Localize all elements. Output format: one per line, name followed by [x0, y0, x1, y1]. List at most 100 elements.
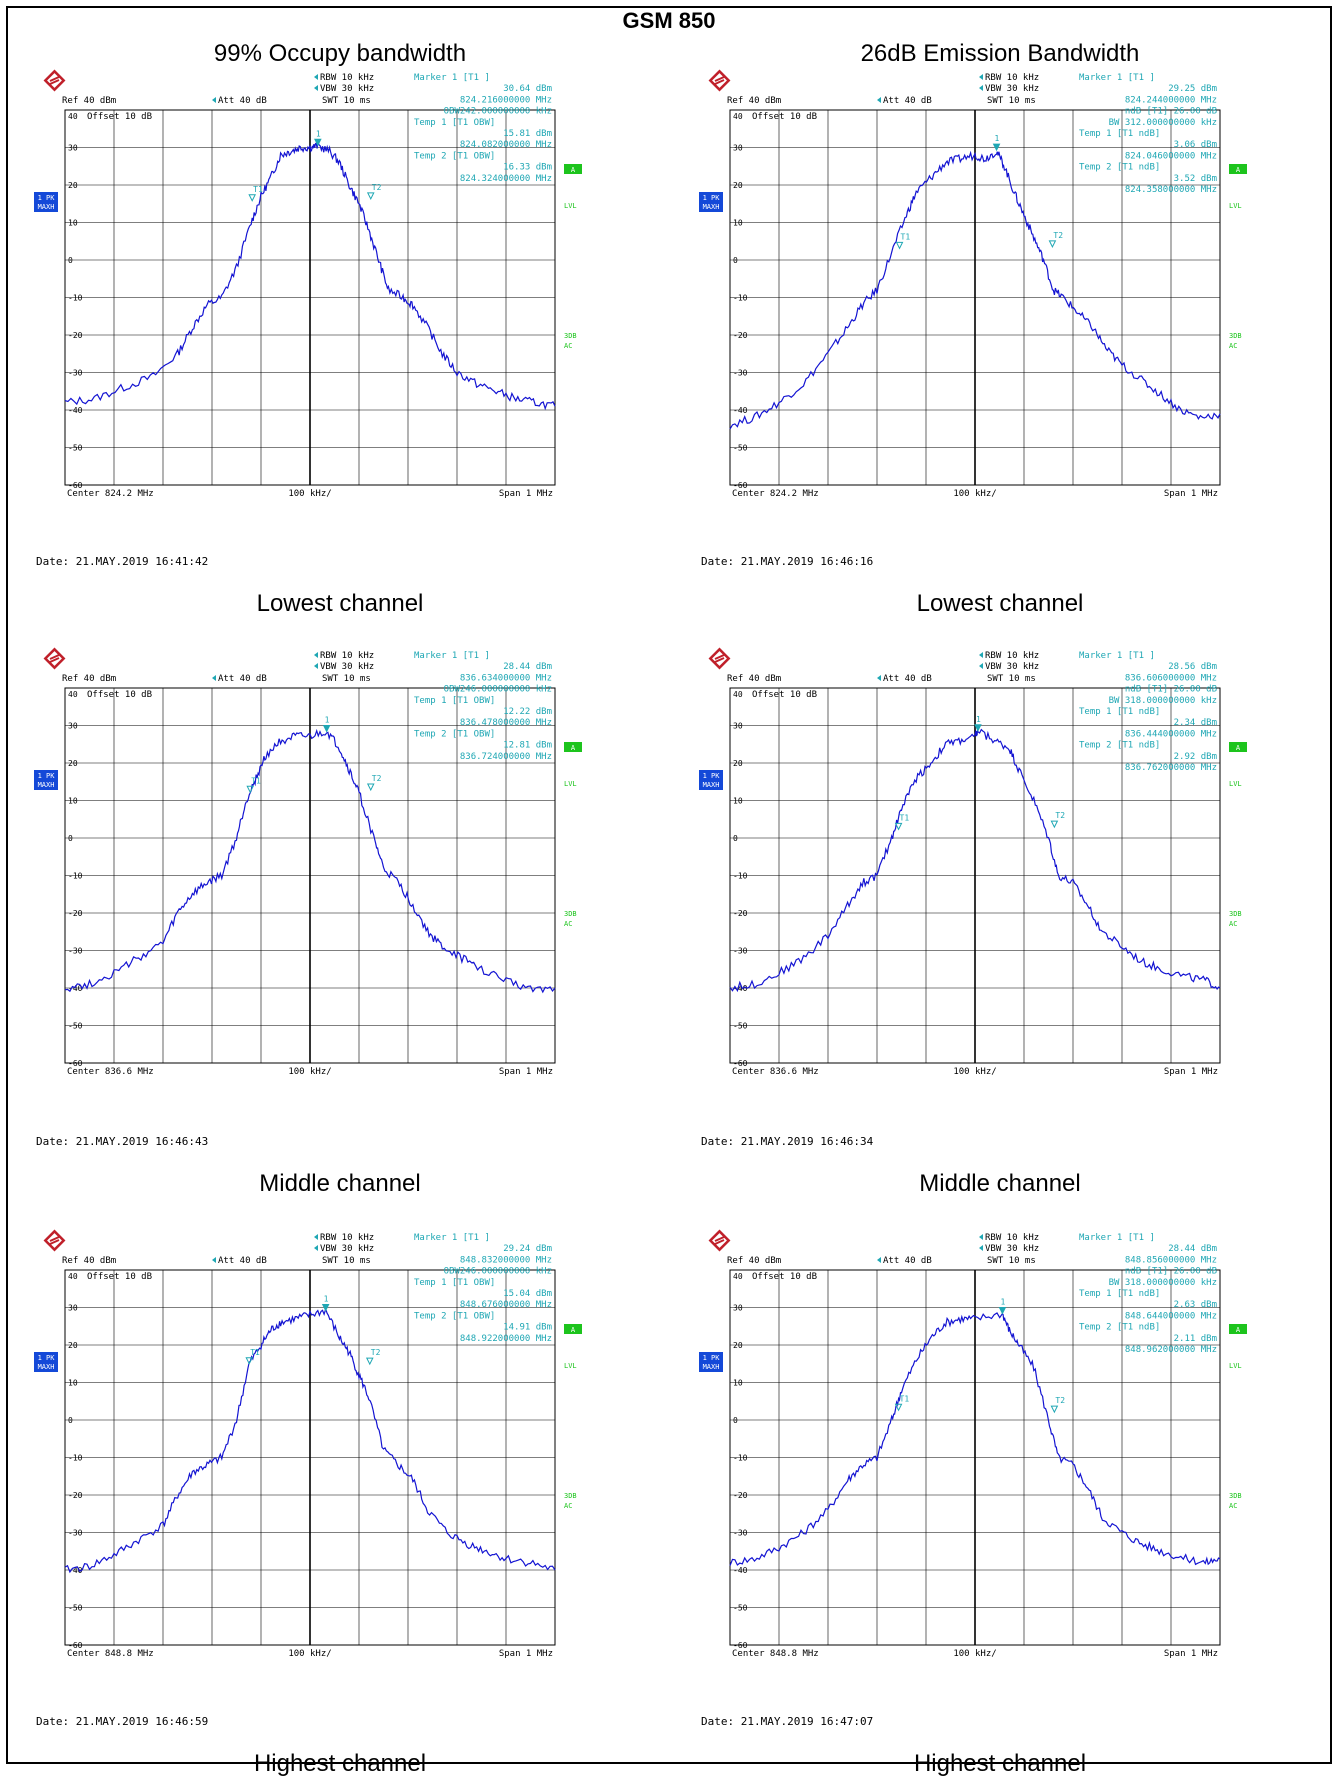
center-frequency-label: Center 836.6 MHz: [67, 1067, 154, 1077]
y-tick-label: -50: [68, 1022, 83, 1031]
rs-logo-icon: [43, 647, 66, 670]
marker-1-icon: [998, 1307, 1007, 1315]
att-indicator-icon: [212, 675, 216, 681]
marker-t2-label: T2: [371, 1348, 381, 1357]
rbw-indicator-icon: [314, 652, 318, 658]
swt-label: SWT 10 ms: [322, 674, 371, 684]
span-label: Span 1 MHz: [499, 1649, 553, 1659]
spectrum-panel-6: RBW 10 kHz VBW 30 kHz SWT 10 ms Ref 40 dBm A…: [695, 1222, 1255, 1672]
rbw-label: RBW 10 kHz: [320, 1233, 374, 1243]
marker-readout-line: Temp 2 [T1 ndB]: [1079, 741, 1160, 751]
marker-1-icon: [974, 724, 982, 732]
grid-lines: [65, 688, 555, 1063]
y-tick-label: -50: [733, 444, 748, 453]
y-tick-label: -30: [68, 1529, 83, 1538]
channel-caption: Lowest channel: [916, 590, 1084, 617]
marker-readout-line: Marker 1 [T1 ]: [414, 73, 490, 83]
marker-readout-line: Marker 1 [T1 ]: [1079, 1233, 1155, 1243]
marker-readout-line: 824.324000000 MHz: [460, 174, 552, 184]
marker-readout-line: 30.64 dBm: [503, 84, 552, 94]
marker-t1-icon: [894, 822, 903, 831]
spectrum-trace: [729, 728, 1221, 993]
y-tick-label: -40: [733, 984, 748, 993]
rs-logo-mark: [714, 1236, 725, 1245]
marker-t2-label: T2: [1055, 811, 1065, 820]
marker-readout-line: ndB [T1] 26.00 dB: [1125, 1267, 1217, 1277]
right-label-ac: AC: [564, 920, 572, 928]
swt-label: SWT 10 ms: [322, 1256, 371, 1266]
y-tick-label: 40: [733, 112, 743, 121]
rs-logo-icon: [708, 1229, 731, 1252]
y-tick-label: -40: [733, 1566, 748, 1575]
marker-readout-line: Marker 1 [T1 ]: [414, 1233, 490, 1243]
center-frequency-label: Center 824.2 MHz: [732, 489, 819, 499]
ref-level-label: Ref 40 dBm: [62, 1256, 116, 1266]
y-tick-label: 20: [68, 759, 78, 768]
y-tick-label: -40: [68, 984, 83, 993]
status-badge-lvl: LVL: [564, 780, 577, 788]
y-tick-label: 20: [68, 1341, 78, 1350]
trace-badge-line2: MAXH: [38, 203, 55, 211]
trace-badge-line2: MAXH: [38, 1363, 55, 1371]
y-tick-label: 0: [733, 1416, 738, 1425]
marker-readout-line: 824.082000000 MHz: [460, 140, 552, 150]
division-label: 100 kHz/: [953, 1649, 996, 1659]
measurement-date: Date: 21.MAY.2019 16:46:16: [701, 555, 874, 568]
trace-badge-line2: MAXH: [703, 203, 720, 211]
status-badge-a-label: A: [571, 744, 576, 752]
y-tick-label: -40: [68, 1566, 83, 1575]
marker-t1-icon: [248, 194, 256, 202]
rbw-indicator-icon: [979, 652, 983, 658]
y-tick-label: -30: [733, 1529, 748, 1538]
rs-logo-diamond: [708, 647, 731, 670]
right-label-3db: 3DB: [564, 910, 577, 918]
marker-readout-line: OBW246.000000000 kHz: [444, 685, 552, 695]
right-label-ac: AC: [564, 1502, 572, 1510]
offset-label: Offset 10 dB: [87, 112, 152, 122]
span-label: Span 1 MHz: [1164, 489, 1218, 499]
rbw-label: RBW 10 kHz: [985, 651, 1039, 661]
status-badge-a-label: A: [1236, 166, 1241, 174]
y-tick-label: 0: [68, 1416, 73, 1425]
marker-readout-line: 12.22 dBm: [503, 707, 552, 717]
y-tick-label: 30: [733, 1304, 743, 1313]
marker-readout-line: OBW246.000000000 kHz: [444, 1267, 552, 1277]
vbw-indicator-icon: [314, 85, 318, 91]
rbw-indicator-icon: [314, 74, 318, 80]
marker-readout-line: Temp 1 [T1 ndB]: [1079, 707, 1160, 717]
marker-t1-label: T1: [250, 1348, 260, 1357]
rs-logo-diamond: [43, 1229, 66, 1252]
marker-readout-line: ndB [T1] 26.00 dB: [1125, 685, 1217, 695]
status-badge-a: [564, 742, 582, 752]
y-tick-label: 30: [68, 722, 78, 731]
right-label-3db: 3DB: [1229, 910, 1242, 918]
y-tick-label: 10: [68, 797, 78, 806]
rbw-label: RBW 10 kHz: [320, 651, 374, 661]
status-badge-a: [1229, 164, 1247, 174]
trace-badge-bg: [34, 770, 58, 790]
y-tick-label: -60: [68, 481, 83, 490]
right-label-ac: AC: [564, 342, 572, 350]
trace-badge-bg: [34, 192, 58, 212]
trace-badge-line1: 1 PK: [38, 1354, 56, 1362]
rs-logo-icon: [708, 69, 731, 92]
y-tick-label: -20: [733, 331, 748, 340]
y-tick-label: -50: [733, 1604, 748, 1613]
rs-logo-mark: [49, 76, 60, 85]
y-tick-label: 0: [68, 834, 73, 843]
channel-caption: Highest channel: [913, 1750, 1087, 1777]
marker-readout-line: 824.358000000 MHz: [1125, 185, 1217, 195]
rs-logo-diamond: [43, 69, 66, 92]
trace-badge-line1: 1 PK: [38, 194, 56, 202]
center-frequency-label: Center 824.2 MHz: [67, 489, 154, 499]
y-tick-label: -20: [68, 331, 83, 340]
y-tick-label: 20: [68, 181, 78, 190]
status-badge-a: [1229, 1324, 1247, 1334]
channel-caption: Middle channel: [259, 1170, 421, 1197]
y-tick-label: 10: [733, 1379, 743, 1388]
y-tick-label: 20: [733, 181, 743, 190]
